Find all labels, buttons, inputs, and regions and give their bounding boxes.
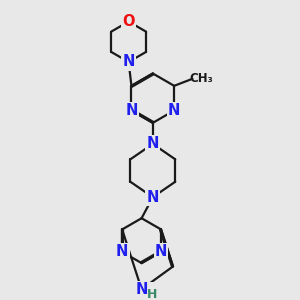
Text: N: N — [116, 244, 128, 260]
Text: CH₃: CH₃ — [190, 72, 213, 85]
Text: N: N — [147, 190, 159, 205]
Text: N: N — [155, 244, 167, 260]
Text: N: N — [125, 103, 138, 118]
Text: O: O — [122, 14, 135, 29]
Text: N: N — [135, 282, 148, 297]
Text: N: N — [147, 136, 159, 152]
Text: N: N — [122, 55, 135, 70]
Text: H: H — [147, 288, 158, 300]
Text: N: N — [168, 103, 180, 118]
